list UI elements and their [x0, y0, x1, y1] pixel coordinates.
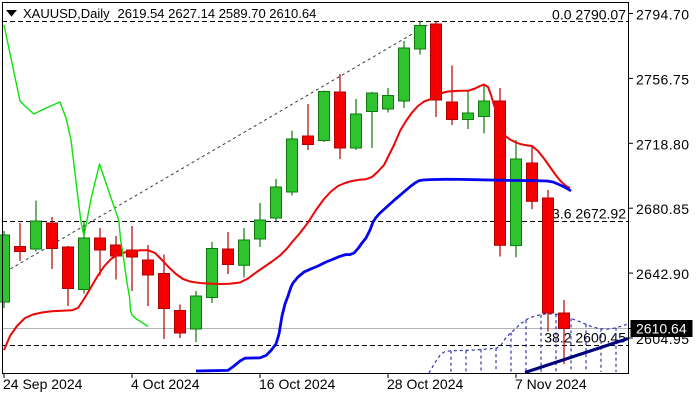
svg-text:2619.54 2627.14 2589.70 2610.6: 2619.54 2627.14 2589.70 2610.64: [118, 6, 317, 21]
svg-text:2756.75: 2756.75: [636, 71, 689, 87]
svg-text:2718.80: 2718.80: [636, 136, 689, 152]
svg-text:23.6 2672.92: 23.6 2672.92: [544, 206, 626, 222]
svg-text:2642.90: 2642.90: [636, 266, 689, 282]
svg-text:16 Oct 2024: 16 Oct 2024: [259, 376, 335, 392]
svg-text:2610.64: 2610.64: [636, 321, 687, 337]
svg-text:24 Sep 2024: 24 Sep 2024: [3, 376, 83, 392]
svg-text:2680.85: 2680.85: [636, 201, 689, 217]
svg-text:38.2 2600.45: 38.2 2600.45: [544, 330, 626, 346]
svg-text:28 Oct 2024: 28 Oct 2024: [387, 376, 463, 392]
svg-text:2794.70: 2794.70: [636, 7, 689, 23]
svg-text:0.0 2790.07: 0.0 2790.07: [552, 7, 626, 23]
svg-text:4 Oct 2024: 4 Oct 2024: [131, 376, 200, 392]
svg-text:7 Nov 2024: 7 Nov 2024: [515, 376, 587, 392]
svg-text:XAUUSD,Daily: XAUUSD,Daily: [23, 6, 110, 21]
